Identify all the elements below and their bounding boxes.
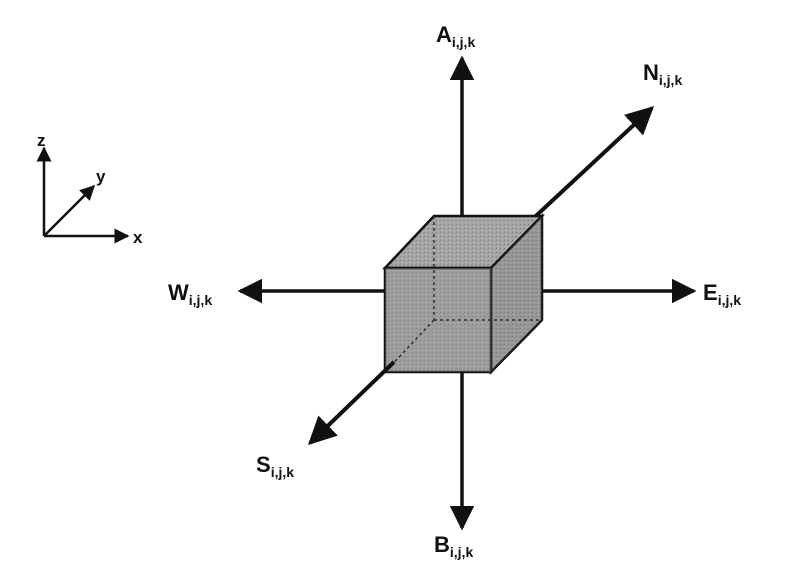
x-axis-label: x	[133, 228, 143, 247]
label-below-letter: B	[434, 532, 450, 557]
label-west-letter: W	[168, 280, 189, 305]
arrow-south	[307, 360, 396, 445]
label-east-letter: E	[703, 280, 718, 305]
y-axis-label: y	[96, 167, 106, 186]
label-east-subscript: i,j,k	[718, 292, 742, 308]
control-volume-cube	[382, 212, 545, 376]
label-west-subscript: i,j,k	[189, 292, 213, 308]
label-north-letter: N	[643, 60, 659, 85]
label-above: Ai,j,k	[436, 22, 475, 50]
flux-arrows-front	[307, 360, 475, 531]
cube-front-face	[383, 266, 493, 374]
label-south-letter: S	[256, 452, 271, 477]
label-east: Ei,j,k	[703, 280, 741, 308]
label-below: Bi,j,k	[434, 532, 473, 560]
label-above-subscript: i,j,k	[452, 34, 476, 50]
label-above-letter: A	[436, 22, 452, 47]
label-west: Wi,j,k	[168, 280, 212, 308]
y-axis-line	[43, 184, 96, 237]
label-north: Ni,j,k	[643, 60, 682, 88]
label-south: Si,j,k	[256, 452, 294, 480]
z-axis-label: z	[37, 131, 46, 150]
label-south-subscript: i,j,k	[271, 464, 295, 480]
coordinate-axes: z y x	[36, 131, 143, 247]
label-below-subscript: i,j,k	[450, 544, 474, 560]
label-north-subscript: i,j,k	[659, 72, 683, 88]
